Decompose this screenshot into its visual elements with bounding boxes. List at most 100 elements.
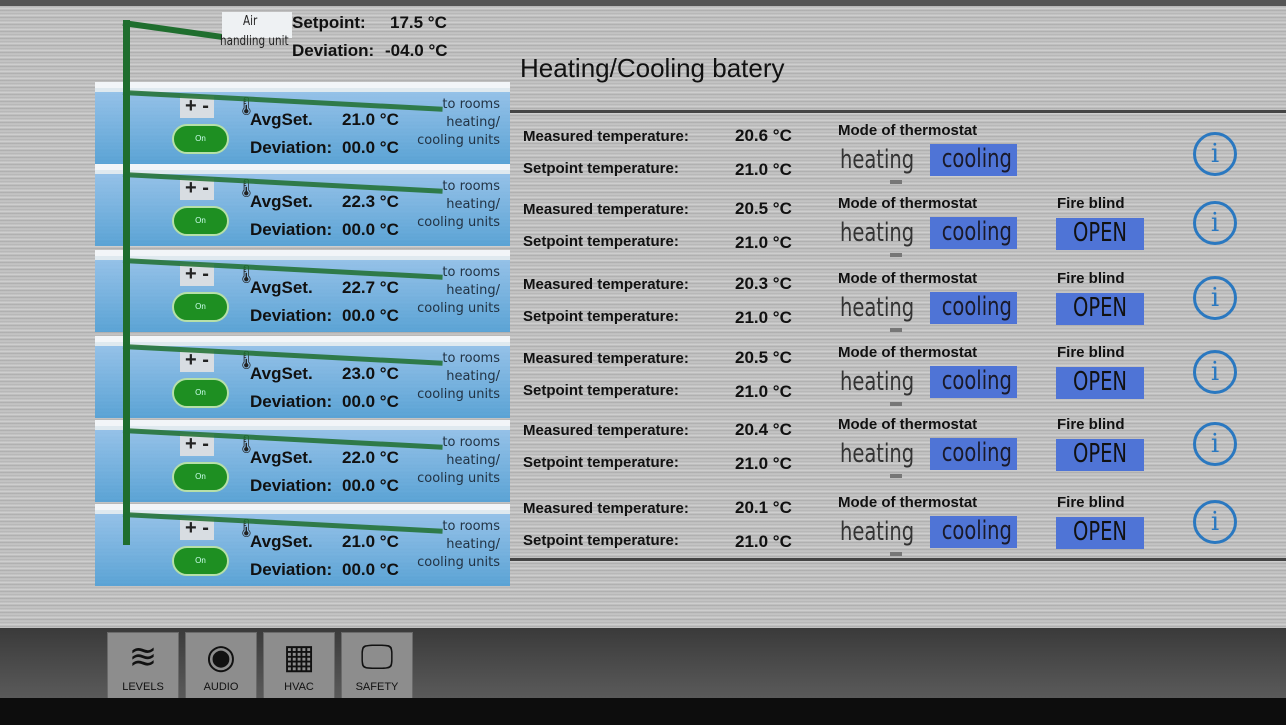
cooling-option[interactable]: cooling xyxy=(930,366,1017,398)
open-text: OPEN xyxy=(1072,293,1128,323)
cooling-option[interactable]: cooling xyxy=(930,516,1017,548)
setpoint-label: Setpoint temperature: xyxy=(523,160,679,177)
cooling-option[interactable]: cooling xyxy=(930,217,1017,249)
to-rooms-label: to rooms heating/cooling units xyxy=(417,96,500,150)
measured-value: 20.5 °C xyxy=(735,348,792,367)
to-rooms-line: heating/ xyxy=(446,537,500,552)
plus-minus-buttons[interactable]: + - xyxy=(180,96,214,118)
minus-button[interactable]: - xyxy=(202,433,209,455)
on-button[interactable]: On xyxy=(172,546,229,576)
heating-option[interactable]: heating xyxy=(840,218,915,248)
fire-blind-open-button[interactable]: OPEN xyxy=(1056,517,1144,549)
heating-option[interactable]: heating xyxy=(840,145,915,175)
nav-label: AUDIO xyxy=(203,681,239,693)
avgset-value: 22.7 °C xyxy=(342,278,399,297)
supply-pipe xyxy=(123,20,130,545)
plus-button[interactable]: + xyxy=(185,517,197,539)
plus-button[interactable]: + xyxy=(185,177,197,199)
on-button[interactable]: On xyxy=(172,206,229,236)
fire-blind-open-button[interactable]: OPEN xyxy=(1056,293,1144,325)
deviation-label: Deviation: xyxy=(250,476,333,495)
nav-hvac[interactable]: ▦ HVAC xyxy=(263,632,335,700)
to-rooms-line: heating/ xyxy=(446,283,500,298)
plus-minus-buttons[interactable]: + - xyxy=(180,518,214,540)
to-rooms-line: cooling units xyxy=(417,555,500,570)
to-rooms-label: to rooms heating/cooling units xyxy=(417,434,500,488)
open-text: OPEN xyxy=(1072,367,1128,397)
heating-option[interactable]: heating xyxy=(840,293,915,323)
setpoint-value: 21.0 °C xyxy=(735,454,792,473)
on-button[interactable]: On xyxy=(172,124,229,154)
to-rooms-line: cooling units xyxy=(417,387,500,402)
setpoint-value: 21.0 °C xyxy=(735,160,792,179)
avgset-label: AvgSet. xyxy=(250,278,313,297)
to-rooms-line: heating/ xyxy=(446,115,500,130)
hvac-unit-icon: ▦ xyxy=(282,638,316,676)
heating-option[interactable]: heating xyxy=(840,439,915,469)
plus-minus-buttons[interactable]: + - xyxy=(180,350,214,372)
fire-blind-open-button[interactable]: OPEN xyxy=(1056,367,1144,399)
minus-button[interactable]: - xyxy=(202,349,209,371)
avgset-label: AvgSet. xyxy=(250,448,313,467)
avgset-value: 22.3 °C xyxy=(342,192,399,211)
deviation-label: Deviation: xyxy=(250,306,333,325)
avgset-value: 21.0 °C xyxy=(342,110,399,129)
minus-button[interactable]: - xyxy=(202,263,209,285)
nav-levels[interactable]: ≋ LEVELS xyxy=(107,632,179,700)
info-button[interactable]: i xyxy=(1193,201,1237,245)
avgset-value: 23.0 °C xyxy=(342,364,399,383)
plus-minus-buttons[interactable]: + - xyxy=(180,264,214,286)
fire-blind-label: Fire blind xyxy=(1057,416,1125,433)
minus-button[interactable]: - xyxy=(202,517,209,539)
info-button[interactable]: i xyxy=(1193,500,1237,544)
thermostat-row: Measured temperature: 20.5 °C Setpoint tem… xyxy=(520,195,1280,271)
fire-blind-open-button[interactable]: OPEN xyxy=(1056,439,1144,471)
avgset-label: AvgSet. xyxy=(250,364,313,383)
plus-button[interactable]: + xyxy=(185,263,197,285)
info-button[interactable]: i xyxy=(1193,132,1237,176)
mode-label: Mode of thermostat xyxy=(838,416,978,433)
nav-safety[interactable]: 🖵 SAFETY xyxy=(341,632,413,700)
nav-audio[interactable]: ◉ AUDIO xyxy=(185,632,257,700)
measured-value: 20.1 °C xyxy=(735,498,792,517)
plus-button[interactable]: + xyxy=(185,433,197,455)
ahu-deviation-value: -04.0 °C xyxy=(385,41,448,60)
plus-minus-buttons[interactable]: + - xyxy=(180,178,214,200)
cooling-option[interactable]: cooling xyxy=(930,438,1017,470)
plus-minus-buttons[interactable]: + - xyxy=(180,434,214,456)
minus-button[interactable]: - xyxy=(202,95,209,117)
fire-blind-label: Fire blind xyxy=(1057,270,1125,287)
cooling-option[interactable]: cooling xyxy=(930,292,1017,324)
cooling-text: cooling xyxy=(941,292,1012,322)
fire-blind-label: Fire blind xyxy=(1057,494,1125,511)
to-rooms-line: heating/ xyxy=(446,369,500,384)
measured-label: Measured temperature: xyxy=(523,276,689,293)
info-button[interactable]: i xyxy=(1193,276,1237,320)
deviation-label: Deviation: xyxy=(250,392,333,411)
cooling-text: cooling xyxy=(941,438,1012,468)
plus-button[interactable]: + xyxy=(185,349,197,371)
minus-button[interactable]: - xyxy=(202,177,209,199)
nav-label: SAFETY xyxy=(355,681,399,693)
on-button[interactable]: On xyxy=(172,378,229,408)
deviation-value: 00.0 °C xyxy=(342,220,399,239)
heating-option[interactable]: heating xyxy=(840,517,915,547)
nav-label: LEVELS xyxy=(122,681,164,693)
to-rooms-line: cooling units xyxy=(417,301,500,316)
page-title: Heating/Cooling batery xyxy=(520,53,785,83)
mode-label: Mode of thermostat xyxy=(838,344,978,361)
avgset-label: AvgSet. xyxy=(250,192,313,211)
on-button[interactable]: On xyxy=(172,292,229,322)
mode-label: Mode of thermostat xyxy=(838,122,978,139)
info-button[interactable]: i xyxy=(1193,350,1237,394)
mode-indicator xyxy=(890,552,902,556)
plus-button[interactable]: + xyxy=(185,95,197,117)
heating-option[interactable]: heating xyxy=(840,367,915,397)
on-button[interactable]: On xyxy=(172,462,229,492)
info-button[interactable]: i xyxy=(1193,422,1237,466)
fire-blind-open-button[interactable]: OPEN xyxy=(1056,218,1144,250)
to-rooms-line: cooling units xyxy=(417,471,500,486)
setpoint-value: 21.0 °C xyxy=(735,233,792,252)
cooling-option[interactable]: cooling xyxy=(930,144,1017,176)
thermostat-row: Measured temperature: 20.4 °C Setpoint tem… xyxy=(520,416,1280,492)
